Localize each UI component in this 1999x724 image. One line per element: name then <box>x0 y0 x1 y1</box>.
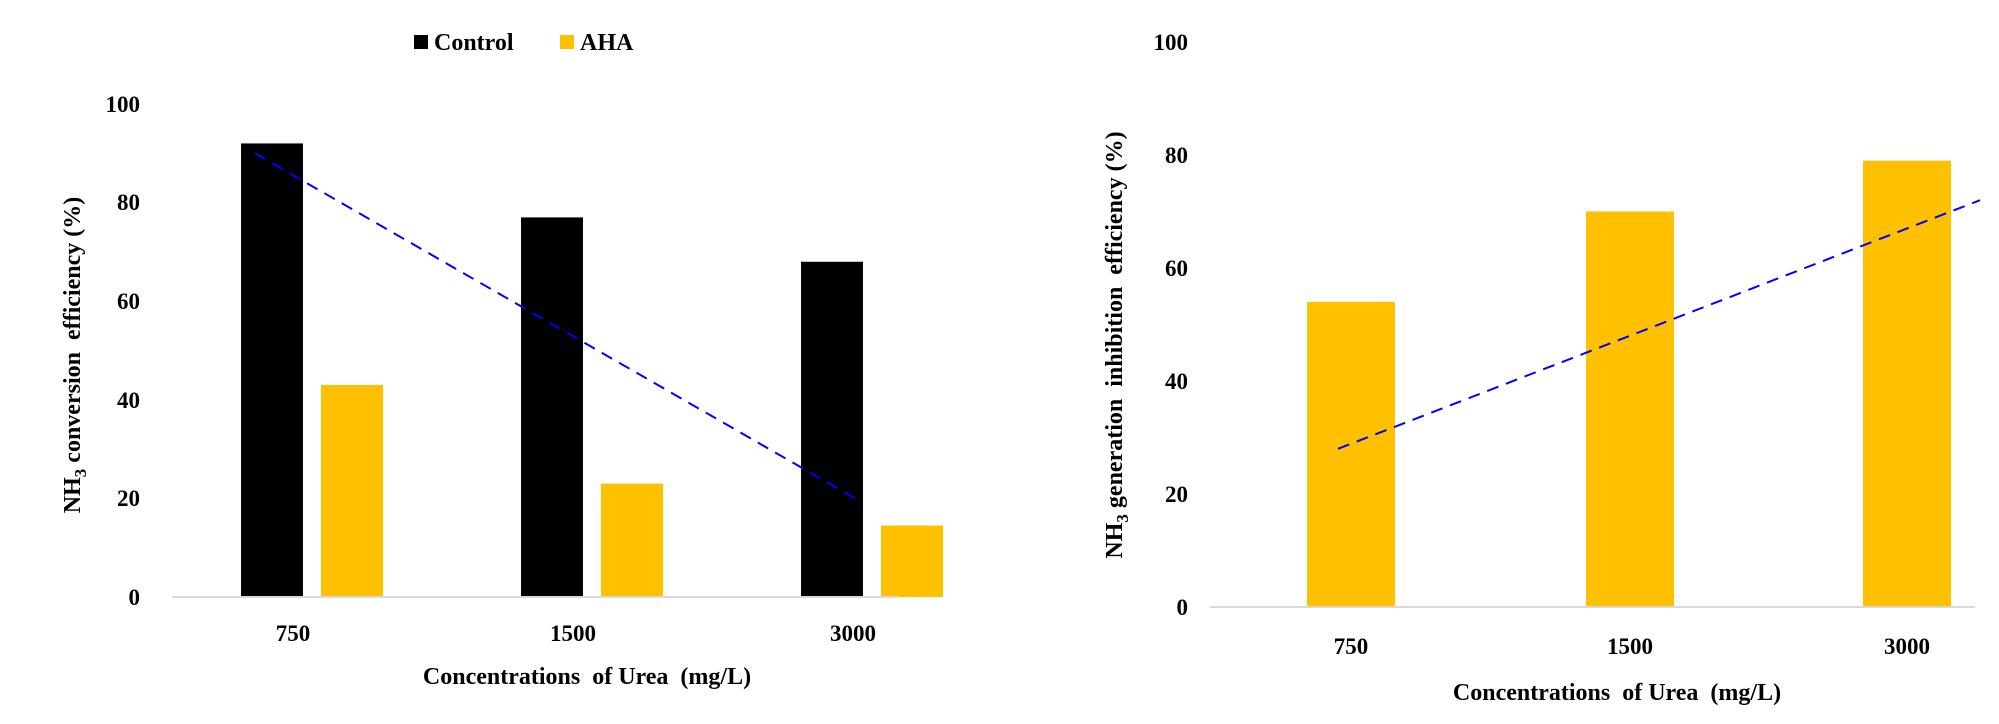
y-tick-label: 20 <box>1165 482 1188 507</box>
bar-aha-1500 <box>601 483 663 597</box>
bar-control-750 <box>241 143 303 597</box>
y-axis-title: NH3 generation inhibition efficiency (%) <box>1102 131 1132 558</box>
bar-3000 <box>1863 160 1951 607</box>
bar-control-1500 <box>521 217 583 597</box>
y-tick-label: 100 <box>1154 30 1189 55</box>
y-axis-title-sub: 3 <box>71 469 90 478</box>
x-tick-label: 750 <box>276 621 311 646</box>
x-tick-label: 1500 <box>1607 634 1653 659</box>
y-axis-title: NH3 conversion efficiency (%) <box>60 197 90 513</box>
legend-label-control: Control <box>434 30 514 56</box>
y-tick-label: 60 <box>1165 256 1188 281</box>
y-tick-label: 0 <box>129 585 141 610</box>
trendline <box>254 152 856 500</box>
y-axis-title-rest: conversion efficiency (%) <box>60 197 86 469</box>
y-tick-label: 20 <box>117 486 140 511</box>
legend-swatch-control <box>414 35 428 49</box>
y-axis-title-sub: 3 <box>1113 514 1132 523</box>
bar-aha-750 <box>321 385 383 597</box>
chart-1: Control AHA 0 20 40 60 80 100 750 15 <box>60 30 943 690</box>
bar-control-3000 <box>801 261 863 597</box>
chart-2: 0 20 40 60 80 100 750 1500 3000 Concentr… <box>1102 30 1981 706</box>
bars <box>241 143 943 597</box>
x-tick-label: 3000 <box>1884 634 1930 659</box>
y-tick-label: 0 <box>1177 595 1189 620</box>
x-tick-label: 1500 <box>550 621 596 646</box>
y-tick-label: 60 <box>117 289 140 314</box>
bars <box>1307 160 1951 607</box>
bar-1500 <box>1586 211 1674 607</box>
y-tick-labels: 0 20 40 60 80 100 <box>1154 30 1189 620</box>
x-axis-title: Concentrations of Urea (mg/L) <box>1453 680 1781 706</box>
x-tick-label: 750 <box>1334 634 1369 659</box>
legend-swatch-aha <box>560 35 574 49</box>
y-tick-label: 80 <box>117 190 140 215</box>
y-axis-title-main: NH <box>60 477 86 513</box>
y-tick-label: 40 <box>117 388 140 413</box>
bar-aha-3000 <box>881 525 943 597</box>
y-axis-title-main: NH <box>1102 522 1128 558</box>
legend-label-aha: AHA <box>580 30 634 56</box>
y-tick-labels: 0 20 40 60 80 100 <box>106 92 141 610</box>
y-tick-label: 100 <box>106 92 141 117</box>
x-tick-label: 3000 <box>830 621 876 646</box>
legend: Control AHA <box>414 30 634 56</box>
y-axis-title-rest: generation inhibition efficiency (%) <box>1102 131 1128 514</box>
bar-750 <box>1307 301 1395 607</box>
trendline <box>1337 199 1981 450</box>
y-tick-label: 40 <box>1165 369 1188 394</box>
x-axis-title: Concentrations of Urea (mg/L) <box>423 664 751 690</box>
y-tick-label: 80 <box>1165 143 1188 168</box>
